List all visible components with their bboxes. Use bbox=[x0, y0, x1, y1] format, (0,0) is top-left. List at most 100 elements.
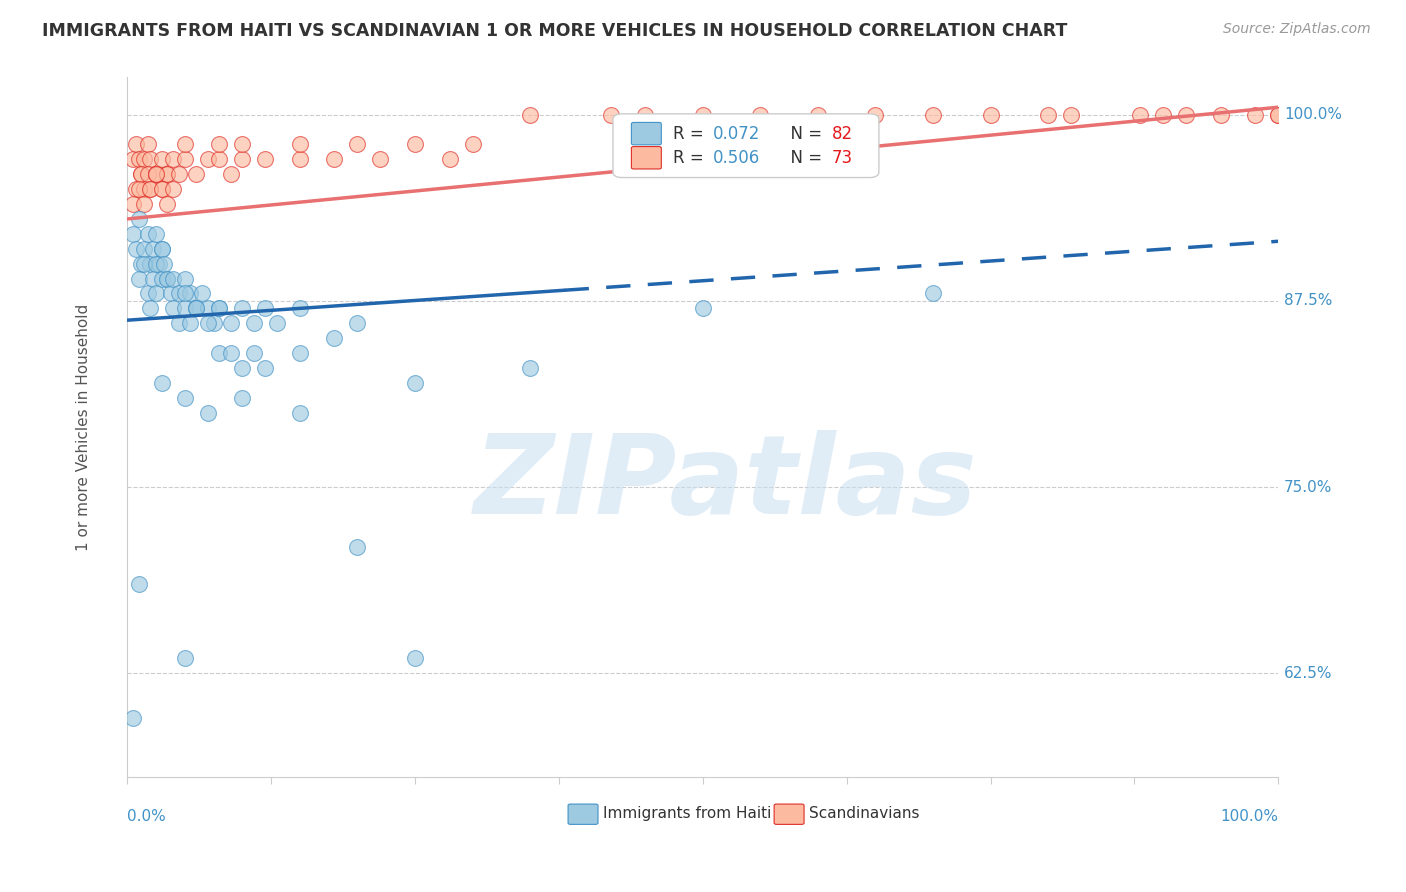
Point bbox=[122, 197, 145, 211]
Point bbox=[145, 167, 167, 181]
Point bbox=[167, 167, 190, 181]
Text: IMMIGRANTS FROM HAITI VS SCANDINAVIAN 1 OR MORE VEHICLES IN HOUSEHOLD CORRELATIO: IMMIGRANTS FROM HAITI VS SCANDINAVIAN 1 … bbox=[42, 22, 1067, 40]
Point bbox=[288, 153, 311, 167]
Text: 0.506: 0.506 bbox=[713, 149, 761, 167]
Point bbox=[1152, 108, 1174, 122]
Text: Scandinavians: Scandinavians bbox=[808, 806, 920, 822]
Point bbox=[404, 137, 426, 152]
Point bbox=[323, 331, 346, 345]
Point bbox=[254, 360, 277, 375]
Point bbox=[136, 227, 159, 241]
FancyBboxPatch shape bbox=[631, 122, 661, 145]
Point bbox=[145, 167, 167, 181]
Text: 87.5%: 87.5% bbox=[1284, 293, 1333, 309]
Point bbox=[139, 182, 162, 196]
Point bbox=[219, 316, 242, 330]
Point bbox=[254, 301, 277, 316]
Point bbox=[323, 153, 346, 167]
Text: Immigrants from Haiti: Immigrants from Haiti bbox=[603, 806, 770, 822]
Point bbox=[156, 167, 179, 181]
Point bbox=[148, 257, 170, 271]
Point bbox=[173, 271, 195, 285]
Point bbox=[634, 108, 657, 122]
Point bbox=[167, 316, 190, 330]
Point bbox=[139, 153, 162, 167]
Point bbox=[288, 137, 311, 152]
Point bbox=[346, 540, 368, 554]
Point bbox=[865, 108, 887, 122]
Point bbox=[150, 153, 173, 167]
Point bbox=[173, 137, 195, 152]
Point bbox=[122, 227, 145, 241]
Point bbox=[1267, 108, 1289, 122]
Point bbox=[162, 182, 184, 196]
Point bbox=[243, 346, 266, 360]
Text: R =: R = bbox=[673, 149, 709, 167]
Point bbox=[128, 153, 150, 167]
Point bbox=[136, 286, 159, 301]
Point bbox=[173, 301, 195, 316]
FancyBboxPatch shape bbox=[568, 804, 598, 824]
Text: 75.0%: 75.0% bbox=[1284, 480, 1333, 494]
Point bbox=[461, 137, 484, 152]
Point bbox=[129, 167, 152, 181]
Point bbox=[134, 153, 156, 167]
Point bbox=[208, 346, 231, 360]
Point bbox=[173, 153, 195, 167]
Point bbox=[202, 316, 225, 330]
Point bbox=[231, 301, 253, 316]
Point bbox=[197, 316, 219, 330]
Point bbox=[150, 182, 173, 196]
Point bbox=[692, 301, 714, 316]
Point bbox=[231, 391, 253, 405]
Text: 82: 82 bbox=[832, 125, 853, 143]
Point bbox=[134, 197, 156, 211]
Text: 0.0%: 0.0% bbox=[127, 809, 166, 824]
Point bbox=[219, 167, 242, 181]
Point bbox=[122, 153, 145, 167]
Point bbox=[922, 108, 945, 122]
Point bbox=[288, 301, 311, 316]
Point bbox=[150, 242, 173, 256]
Point bbox=[599, 108, 621, 122]
Text: 0.072: 0.072 bbox=[713, 125, 761, 143]
Point bbox=[173, 286, 195, 301]
Point bbox=[156, 271, 179, 285]
Point bbox=[1036, 108, 1059, 122]
Point bbox=[186, 301, 208, 316]
Point bbox=[128, 577, 150, 591]
Point bbox=[128, 271, 150, 285]
Point bbox=[162, 271, 184, 285]
Point bbox=[150, 182, 173, 196]
Text: 73: 73 bbox=[832, 149, 853, 167]
Point bbox=[156, 271, 179, 285]
Point bbox=[1209, 108, 1232, 122]
Point bbox=[254, 153, 277, 167]
Point bbox=[150, 242, 173, 256]
Point bbox=[191, 286, 214, 301]
Point bbox=[922, 286, 945, 301]
Point bbox=[404, 376, 426, 390]
Point bbox=[1060, 108, 1083, 122]
Point bbox=[208, 301, 231, 316]
Point bbox=[136, 167, 159, 181]
Point bbox=[266, 316, 288, 330]
Point bbox=[134, 257, 156, 271]
Point bbox=[139, 301, 162, 316]
Point bbox=[173, 651, 195, 665]
Point bbox=[145, 227, 167, 241]
Point bbox=[1175, 108, 1198, 122]
Point bbox=[208, 137, 231, 152]
Point bbox=[134, 242, 156, 256]
Text: 1 or more Vehicles in Household: 1 or more Vehicles in Household bbox=[76, 304, 91, 551]
Point bbox=[439, 153, 461, 167]
Point bbox=[519, 360, 541, 375]
Text: 100.0%: 100.0% bbox=[1284, 107, 1343, 122]
Point bbox=[288, 406, 311, 420]
Point bbox=[173, 391, 195, 405]
Point bbox=[122, 711, 145, 725]
Point bbox=[145, 167, 167, 181]
Point bbox=[162, 153, 184, 167]
Point bbox=[125, 242, 148, 256]
Point bbox=[231, 360, 253, 375]
